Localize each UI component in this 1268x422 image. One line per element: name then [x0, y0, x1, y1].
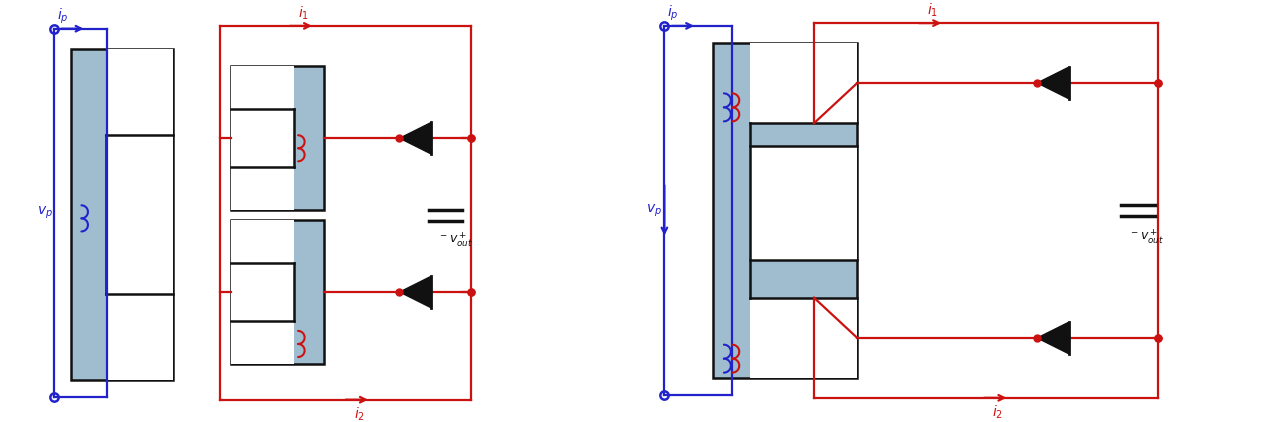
- Bar: [231, 220, 294, 263]
- Bar: [713, 43, 857, 378]
- Bar: [231, 263, 294, 321]
- Text: $i_2$: $i_2$: [354, 405, 365, 422]
- Bar: [751, 146, 857, 260]
- Bar: [751, 298, 857, 378]
- Bar: [231, 66, 325, 211]
- Text: $v_p$: $v_p$: [645, 202, 662, 219]
- Text: $i_p$: $i_p$: [667, 4, 678, 23]
- Text: $^-v_{out}^+$: $^-v_{out}^+$: [437, 230, 473, 249]
- Bar: [231, 109, 294, 167]
- Polygon shape: [1037, 322, 1069, 354]
- Bar: [231, 66, 294, 109]
- Bar: [107, 294, 174, 380]
- Text: $i_1$: $i_1$: [927, 2, 938, 19]
- Bar: [751, 43, 857, 123]
- Polygon shape: [399, 276, 431, 308]
- Polygon shape: [1037, 67, 1069, 99]
- Bar: [231, 220, 325, 364]
- Bar: [71, 49, 174, 380]
- Bar: [231, 321, 294, 364]
- Text: $^-v_{out}^+$: $^-v_{out}^+$: [1129, 227, 1164, 246]
- Text: $i_p$: $i_p$: [57, 6, 68, 26]
- Polygon shape: [399, 122, 431, 154]
- Text: $i_2$: $i_2$: [993, 403, 1003, 421]
- Text: $v_p$: $v_p$: [37, 205, 53, 221]
- Text: $i_1$: $i_1$: [298, 5, 309, 22]
- Bar: [107, 49, 174, 135]
- Bar: [107, 135, 174, 294]
- Bar: [231, 167, 294, 211]
